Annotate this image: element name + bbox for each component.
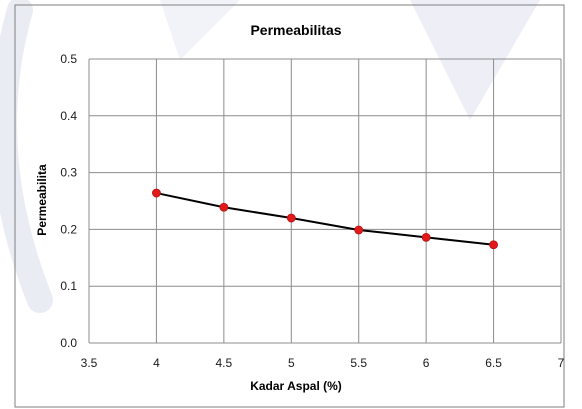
x-tick-label: 5.5 [350, 356, 367, 370]
y-axis-title: Permeabilita [35, 164, 49, 236]
y-tick-label: 0.1 [60, 279, 77, 293]
x-tick-label: 4.5 [216, 356, 233, 370]
data-point [152, 188, 161, 198]
data-point [286, 213, 296, 223]
x-tick-label: 7 [558, 356, 565, 370]
watermark [0, 0, 540, 313]
x-axis-title: Kadar Aspal (%) [250, 379, 342, 393]
x-tick-label: 6 [423, 356, 430, 370]
y-tick-label: 0.5 [60, 52, 77, 66]
data-point [489, 240, 498, 250]
data-point [421, 232, 431, 242]
series-line [156, 192, 494, 246]
x-tick-labels: 3.5 4 4.5 5 5.5 6 6.5 7 [81, 356, 565, 370]
x-tick-label: 5 [288, 356, 295, 370]
data-point [354, 225, 364, 235]
series-lines [156, 192, 494, 246]
y-tick-labels: 0.0 0.1 0.2 0.3 0.4 0.5 [60, 52, 77, 350]
x-tick-label: 6.5 [485, 356, 502, 370]
chart-title: Permeabilitas [250, 22, 341, 38]
gridlines [88, 58, 562, 344]
x-tick-label: 4 [153, 356, 160, 370]
y-tick-label: 0.2 [60, 222, 77, 236]
y-tick-label: 0.0 [60, 336, 77, 350]
x-tick-label: 3.5 [81, 356, 98, 370]
series-markers [152, 188, 498, 250]
data-point [219, 202, 229, 212]
y-tick-label: 0.4 [60, 109, 77, 123]
y-tick-label: 0.3 [60, 166, 77, 180]
chart-border [14, 4, 565, 408]
